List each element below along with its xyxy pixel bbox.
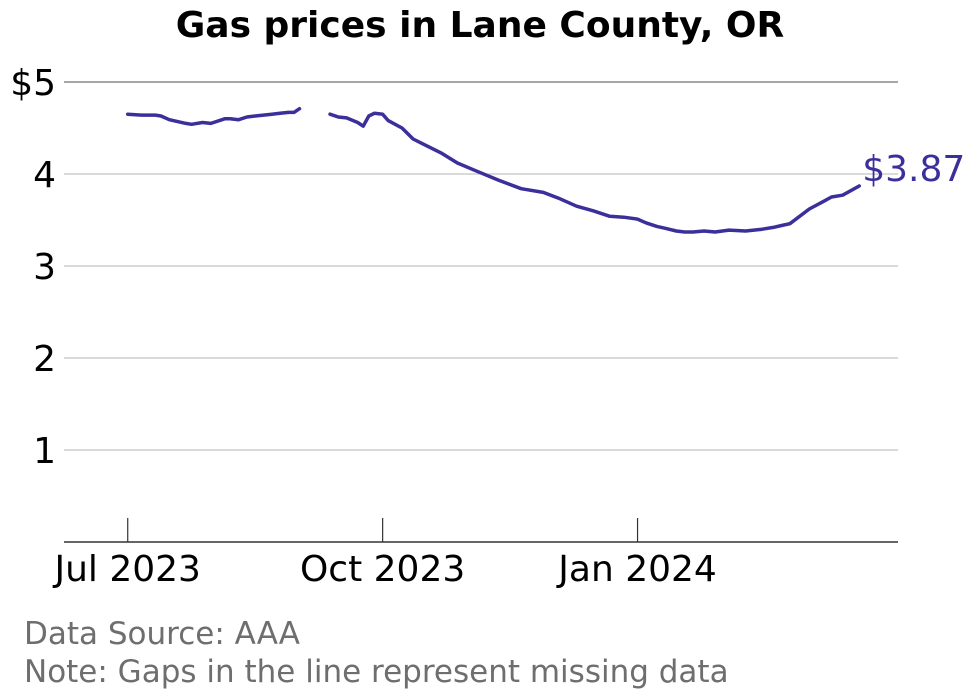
chart-title: Gas prices in Lane County, OR [176,5,785,46]
x-tick-label: Jan 2024 [556,549,717,590]
y-tick-label: 1 [33,431,56,472]
y-tick-label: 2 [33,339,56,380]
last-price-label: $3.87 [862,149,965,190]
price-series [125,106,861,234]
y-tick-label: $5 [10,63,56,104]
x-tick-label: Jul 2023 [52,549,201,590]
price-line-segment [125,106,302,127]
price-line-segment [328,111,861,234]
y-axis-tick-labels: $5 4 3 2 1 [10,63,56,472]
data-source-note: Data Source: AAA [24,616,300,652]
gridlines [64,81,898,451]
missing-data-note: Note: Gaps in the line represent missing… [24,654,729,690]
x-axis-ticks: Jul 2023 Oct 2023 Jan 2024 [52,518,717,590]
y-tick-label: 3 [33,247,56,288]
x-tick-label: Oct 2023 [300,549,465,590]
y-tick-label: 4 [33,155,56,196]
